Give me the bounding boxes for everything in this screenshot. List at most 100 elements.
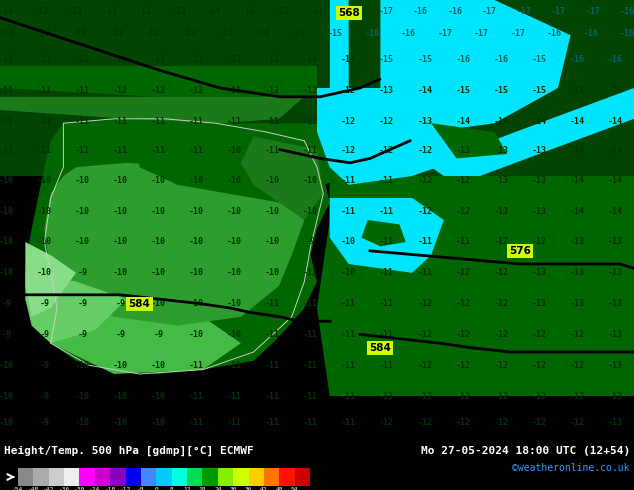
Text: -13: -13: [607, 361, 623, 369]
Text: -12: -12: [151, 86, 166, 95]
Text: -10: -10: [151, 269, 166, 277]
Text: -9: -9: [39, 299, 49, 308]
Text: -14: -14: [569, 176, 585, 185]
Bar: [126, 468, 141, 486]
Text: -12: -12: [455, 330, 470, 339]
Text: -11: -11: [303, 330, 318, 339]
Text: -14: -14: [607, 146, 623, 155]
Text: -13: -13: [171, 6, 186, 16]
Bar: [218, 468, 233, 486]
Text: -15: -15: [379, 55, 394, 64]
Text: 54: 54: [291, 487, 299, 490]
Bar: [95, 468, 110, 486]
Text: -11: -11: [75, 86, 90, 95]
Text: -13: -13: [531, 146, 547, 155]
Text: -12: -12: [75, 55, 90, 64]
Text: -12: -12: [341, 117, 356, 125]
Text: -13: -13: [37, 55, 52, 64]
Text: -11: -11: [341, 299, 356, 308]
Text: -12: -12: [493, 392, 508, 400]
Text: -12: -12: [417, 418, 432, 427]
Text: -10: -10: [227, 269, 242, 277]
Text: -12: -12: [417, 299, 432, 308]
Text: -11: -11: [455, 237, 470, 245]
Text: -12: -12: [455, 207, 470, 216]
Text: -11: -11: [227, 117, 242, 125]
Text: -9: -9: [1, 299, 11, 308]
Text: -14: -14: [455, 117, 470, 125]
Text: -10: -10: [113, 269, 128, 277]
Text: -10: -10: [189, 269, 204, 277]
Polygon shape: [76, 123, 349, 202]
Text: -13: -13: [493, 176, 508, 185]
Text: -13: -13: [68, 6, 83, 16]
Text: -16: -16: [607, 55, 623, 64]
Text: ©weatheronline.co.uk: ©weatheronline.co.uk: [512, 463, 630, 472]
Text: -10: -10: [0, 207, 14, 216]
Text: -13: -13: [607, 237, 623, 245]
Text: -10: -10: [75, 176, 90, 185]
Text: -42: -42: [43, 487, 55, 490]
Text: -9: -9: [77, 330, 87, 339]
Text: -11: -11: [75, 117, 90, 125]
Text: -12: -12: [531, 418, 547, 427]
Text: -14: -14: [417, 86, 432, 95]
Text: -10: -10: [265, 176, 280, 185]
Text: -10: -10: [227, 207, 242, 216]
Text: -11: -11: [227, 392, 242, 400]
Text: -10: -10: [113, 418, 128, 427]
Text: -12: -12: [493, 418, 508, 427]
Text: -13: -13: [36, 28, 50, 38]
Text: -12: -12: [569, 330, 585, 339]
Text: -14: -14: [341, 55, 356, 64]
Text: -11: -11: [341, 361, 356, 369]
Text: -12: -12: [531, 392, 547, 400]
Text: -14: -14: [255, 28, 269, 38]
Text: -11: -11: [379, 237, 394, 245]
Text: -12: -12: [120, 487, 131, 490]
Text: -11: -11: [379, 299, 394, 308]
Bar: [49, 468, 64, 486]
Text: -13: -13: [493, 146, 508, 155]
Text: -9: -9: [77, 299, 87, 308]
Text: -13: -13: [189, 55, 204, 64]
Text: -14: -14: [569, 146, 585, 155]
Text: 584: 584: [129, 298, 150, 309]
Bar: [172, 468, 187, 486]
Text: -13: -13: [531, 269, 547, 277]
Text: -10: -10: [113, 361, 128, 369]
Text: -11: -11: [341, 418, 356, 427]
Text: -13: -13: [607, 330, 623, 339]
Text: -48: -48: [28, 487, 39, 490]
Text: -11: -11: [379, 361, 394, 369]
Text: -11: -11: [341, 330, 356, 339]
Text: -10: -10: [37, 237, 52, 245]
Text: -11: -11: [303, 299, 318, 308]
Text: -9: -9: [77, 269, 87, 277]
Text: -11: -11: [379, 269, 394, 277]
Text: -13: -13: [0, 55, 14, 64]
Text: -17: -17: [482, 6, 497, 16]
Text: -14: -14: [206, 6, 221, 16]
Text: 584: 584: [370, 343, 391, 353]
Text: 42: 42: [260, 487, 268, 490]
Text: -13: -13: [607, 269, 623, 277]
Text: -11: -11: [265, 392, 280, 400]
Text: -17: -17: [517, 6, 531, 16]
Text: -15: -15: [531, 55, 547, 64]
Text: -10: -10: [151, 392, 166, 400]
Text: -17: -17: [510, 28, 526, 38]
Text: -12: -12: [303, 86, 318, 95]
Text: -13: -13: [72, 28, 87, 38]
Text: -13: -13: [108, 28, 124, 38]
Bar: [64, 468, 79, 486]
Text: -18: -18: [105, 487, 116, 490]
Text: -11: -11: [0, 117, 14, 125]
Polygon shape: [139, 123, 317, 202]
Text: -13: -13: [227, 55, 242, 64]
Text: -11: -11: [227, 361, 242, 369]
Text: -10: -10: [265, 237, 280, 245]
Text: -10: -10: [113, 176, 128, 185]
Text: -12: -12: [417, 176, 432, 185]
Text: -10: -10: [189, 207, 204, 216]
